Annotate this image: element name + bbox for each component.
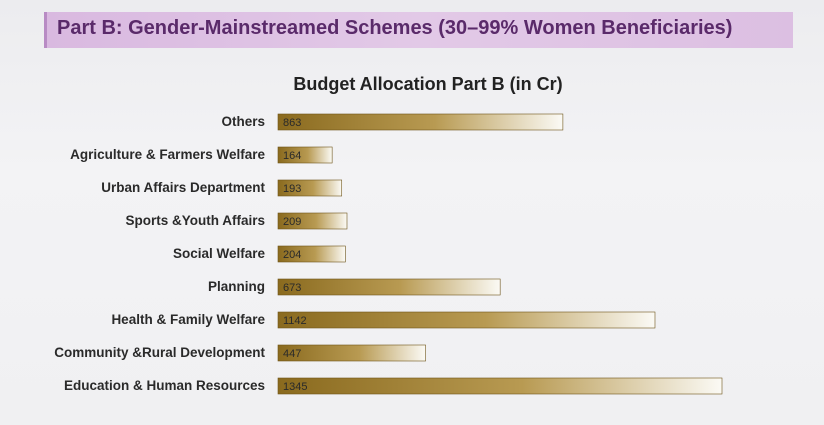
bar-health-family-welfare	[277, 311, 656, 329]
bar-education-human-resources	[277, 377, 723, 395]
value-label-social-welfare: 204	[283, 249, 301, 261]
value-label-planning: 673	[283, 282, 301, 294]
value-label-health-family-welfare: 1142	[283, 315, 307, 327]
bar-social-welfare	[277, 245, 346, 263]
value-label-community-rural-development: 447	[283, 348, 301, 360]
section-title: Part B: Gender-Mainstreamed Schemes (30–…	[57, 17, 733, 39]
value-label-urban-affairs-department: 193	[283, 183, 301, 195]
value-label-sports-youth-affairs: 209	[283, 216, 301, 228]
bar-planning	[277, 278, 501, 296]
bar-urban-affairs-department	[277, 179, 343, 197]
chart-title: Budget Allocation Part B (in Cr)	[293, 74, 562, 94]
category-label-sports-youth-affairs: Sports &Youth Affairs	[125, 213, 265, 228]
bar-community-rural-development	[277, 344, 426, 362]
category-label-others: Others	[221, 114, 265, 129]
category-label-social-welfare: Social Welfare	[173, 246, 266, 261]
bars-group: Others 863 Agriculture & Farmers Welfare 16…	[54, 113, 723, 395]
category-label-planning: Planning	[208, 279, 265, 294]
bar-agriculture-farmers-welfare	[277, 146, 333, 164]
category-label-agriculture-farmers-welfare: Agriculture & Farmers Welfare	[70, 147, 265, 162]
bar-sports-youth-affairs	[277, 212, 348, 230]
bar-others	[277, 113, 564, 131]
category-label-community-rural-development: Community &Rural Development	[54, 345, 265, 360]
category-label-health-family-welfare: Health & Family Welfare	[111, 312, 265, 327]
value-label-agriculture-farmers-welfare: 164	[283, 150, 301, 162]
category-label-education-human-resources: Education & Human Resources	[64, 378, 265, 393]
value-label-education-human-resources: 1345	[283, 381, 307, 393]
category-label-urban-affairs-department: Urban Affairs Department	[101, 180, 265, 195]
section-banner: Part B: Gender-Mainstreamed Schemes (30–…	[44, 12, 793, 48]
value-label-others: 863	[283, 117, 301, 129]
